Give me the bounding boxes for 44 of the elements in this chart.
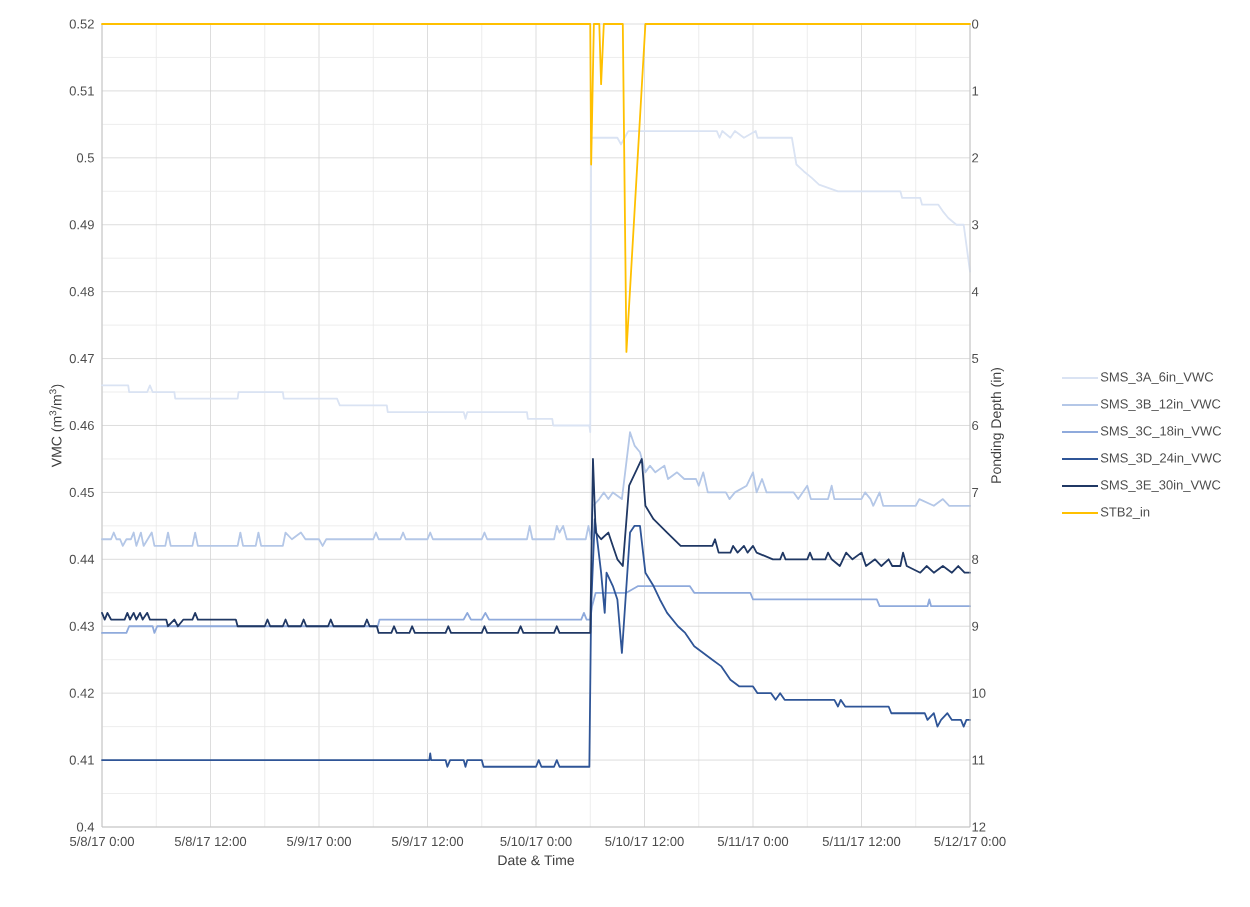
- x-tick-label: 5/11/17 12:00: [822, 836, 901, 847]
- x-tick-label: 5/9/17 12:00: [391, 836, 464, 847]
- y2-tick-label: 12: [972, 822, 986, 832]
- x-tick-label: 5/11/17 0:00: [717, 836, 789, 847]
- x-tick-label: 5/12/17 0:00: [934, 836, 1006, 847]
- y2-tick-label: 1: [972, 86, 979, 96]
- y2-tick-label: 0: [972, 19, 979, 29]
- y2-tick-label: 6: [972, 420, 979, 431]
- y-tick-label: 0.49: [69, 220, 94, 230]
- y-tick-label: 0.43: [69, 621, 94, 631]
- x-tick-label: 5/10/17 0:00: [500, 836, 572, 847]
- legend-label: SMS_3D_24in_VWC: [1100, 452, 1222, 465]
- y-tick-label: 0.41: [69, 755, 94, 765]
- y-tick-label: 0.45: [69, 487, 94, 497]
- y-tick-label: 0.42: [69, 688, 94, 698]
- y-axis-title: VMC (m$^{3}$/m$^{3}$): [49, 384, 65, 468]
- y2-tick-label: 5: [972, 354, 979, 364]
- y-tick-label: 0.5: [76, 153, 94, 163]
- legend-label: SMS_3B_12in_VWC: [1100, 398, 1221, 411]
- legend-label: SMS_3A_6in_VWC: [1100, 371, 1214, 384]
- y2-tick-label: 9: [972, 621, 979, 631]
- y2-tick-label: 4: [971, 287, 979, 297]
- y2-tick-label: 10: [972, 688, 986, 698]
- y-tick-label: 0.46: [69, 420, 94, 431]
- x-tick-label: 5/8/17 12:00: [174, 836, 247, 847]
- y-tick-label: 0.52: [69, 19, 94, 29]
- y2-axis-title: Ponding Depth (in): [990, 368, 1004, 483]
- y2-tick-label: 2: [972, 153, 979, 163]
- legend-label: SMS_3E_30in_VWC: [1100, 479, 1221, 492]
- y-tick-label: 0.44: [69, 554, 95, 564]
- x-axis-title: Date & Time: [498, 854, 575, 866]
- y-tick-label: 0.4: [76, 822, 95, 832]
- y-tick-label: 0.47: [69, 353, 94, 364]
- x-tick-label: 5/8/17 0:00: [70, 836, 135, 847]
- x-tick-label: 5/10/17 12:00: [605, 836, 684, 847]
- y2-tick-label: 11: [972, 755, 985, 765]
- y2-tick-label: 7: [972, 487, 979, 497]
- y-tick-label: 0.51: [69, 86, 94, 96]
- legend-label: STB2_in: [1100, 506, 1150, 519]
- x-tick-label: 5/9/17 0:00: [287, 836, 352, 847]
- y2-tick-label: 3: [972, 220, 979, 230]
- y-tick-label: 0.48: [69, 287, 94, 297]
- y2-tick-label: 8: [972, 554, 979, 564]
- legend-label: SMS_3C_18in_VWC: [1100, 425, 1222, 438]
